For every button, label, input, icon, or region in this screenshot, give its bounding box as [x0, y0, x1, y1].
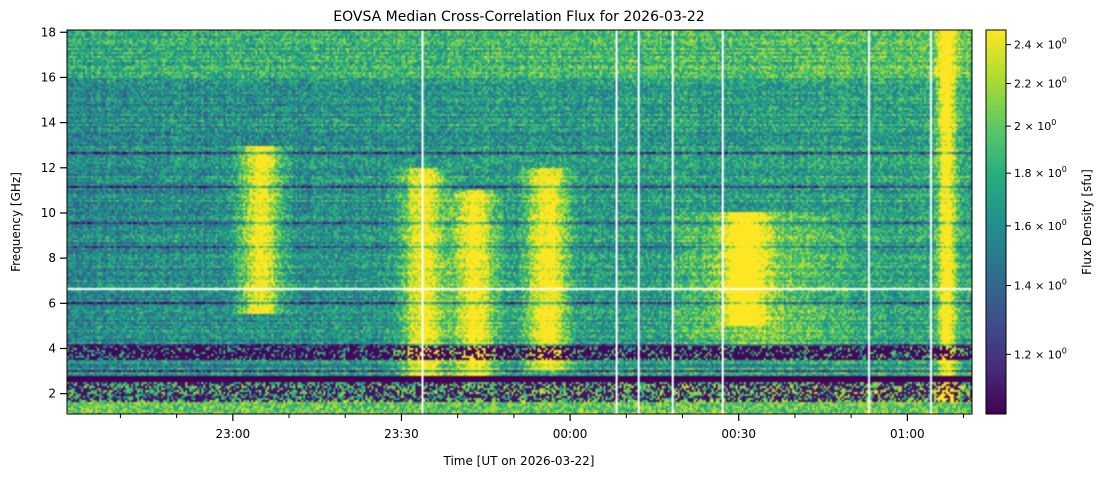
- x-axis-ticks: 23:00 23:30 00:00 00:30 01:00: [119, 414, 965, 441]
- y-axis-label: Frequency [GHz]: [9, 172, 23, 272]
- x-tick-label: 01:00: [890, 427, 925, 441]
- heatmap-image: [67, 30, 972, 414]
- y-tick-label: 12: [41, 161, 56, 175]
- x-tick-label: 00:30: [721, 427, 756, 441]
- colorbar-tick-label: 1.4 × 100: [1014, 277, 1067, 292]
- x-axis-label: Time [UT on 2026-03-22]: [443, 454, 595, 468]
- x-tick-label: 23:30: [384, 427, 419, 441]
- colorbar-tick-label: 2.4 × 100: [1014, 37, 1067, 52]
- y-tick-label: 2: [48, 387, 56, 401]
- y-tick-label: 6: [48, 296, 56, 310]
- x-tick-label: 23:00: [216, 427, 251, 441]
- y-tick-label: 10: [41, 206, 56, 220]
- plot-frame: [66, 29, 973, 415]
- colorbar-ticks: 1.2 × 100 1.4 × 100 1.6 × 100 1.8 × 100 2 × …: [1006, 37, 1067, 361]
- colorbar-label: Flux Density [sfu]: [1080, 169, 1094, 275]
- colorbar-tick-label: 1.8 × 100: [1014, 165, 1067, 180]
- y-tick-label: 8: [48, 251, 56, 265]
- x-tick-label: 00:00: [553, 427, 588, 441]
- colorbar-tick-label: 2.2 × 100: [1014, 76, 1067, 91]
- y-tick-label: 18: [41, 25, 56, 39]
- y-tick-label: 14: [41, 116, 56, 130]
- y-tick-label: 16: [41, 70, 56, 84]
- y-tick-label: 4: [48, 341, 56, 355]
- colorbar-tick-label: 1.2 × 100: [1014, 346, 1067, 361]
- colorbar-gradient: [985, 29, 1007, 415]
- chart-title: EOVSA Median Cross-Correlation Flux for …: [333, 9, 704, 25]
- colorbar-tick-label: 1.6 × 100: [1014, 218, 1067, 233]
- plot-area: 23:00 23:30 00:00 00:30 01:00 2 4 6 8 10 12 14 16 18: [41, 25, 973, 441]
- y-axis-ticks: 2 4 6 8 10 12 14 16 18: [41, 25, 67, 401]
- colorbar: 1.2 × 100 1.4 × 100 1.6 × 100 1.8 × 100 2 × …: [985, 29, 1067, 415]
- colorbar-tick-label: 2 × 100: [1014, 118, 1056, 133]
